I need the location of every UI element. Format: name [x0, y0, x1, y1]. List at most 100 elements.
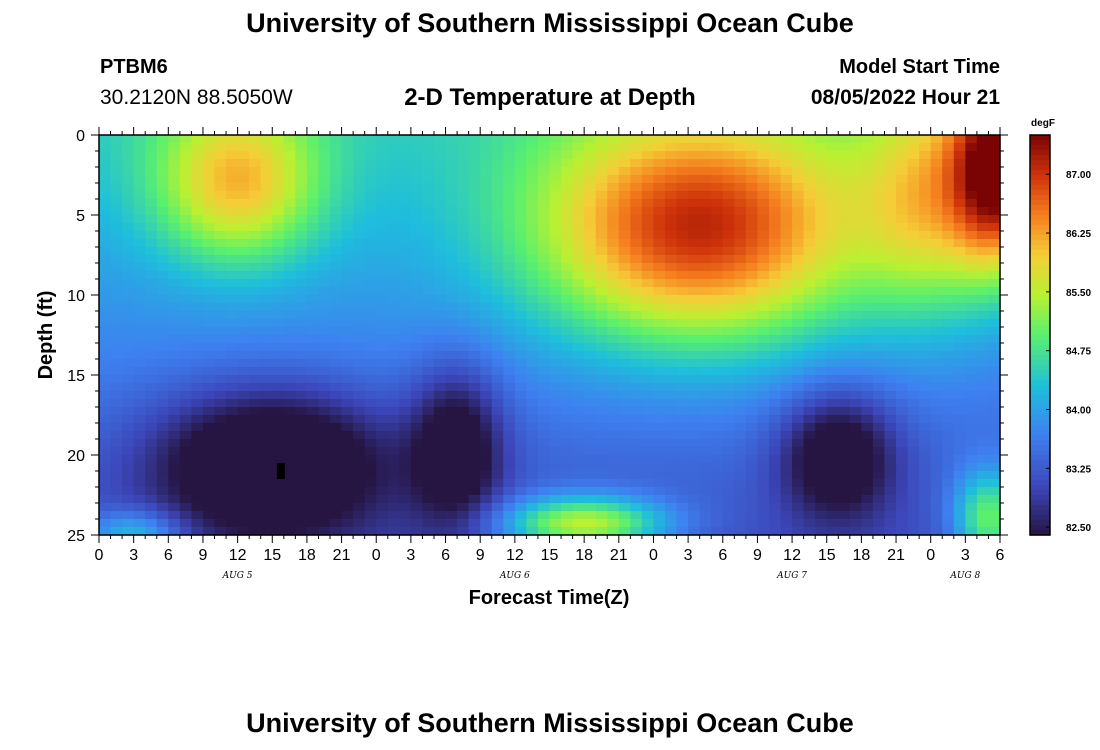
- heatmap-cell: [549, 343, 562, 352]
- heatmap-cell: [99, 407, 112, 416]
- heatmap-cell: [387, 311, 400, 320]
- heatmap-cell: [226, 167, 239, 176]
- heatmap-cell: [780, 319, 793, 328]
- heatmap-cell: [584, 495, 597, 504]
- heatmap-cell: [514, 231, 527, 240]
- heatmap-cell: [214, 367, 227, 376]
- heatmap-cell: [399, 447, 412, 456]
- heatmap-cell: [896, 527, 909, 536]
- heatmap-cell: [283, 207, 296, 216]
- heatmap-cell: [433, 383, 447, 392]
- heatmap-cell: [815, 343, 828, 352]
- heatmap-cell: [122, 415, 135, 424]
- heatmap-cell: [122, 367, 135, 376]
- heatmap-cell: [387, 247, 400, 256]
- heatmap-cell: [630, 247, 643, 256]
- colorbar-swatch: [1030, 270, 1050, 276]
- heatmap-cell: [433, 239, 447, 248]
- heatmap-cell: [792, 495, 805, 504]
- heatmap-cell: [618, 367, 631, 376]
- heatmap-cell: [376, 511, 389, 520]
- heatmap-cell: [249, 303, 262, 312]
- colorbar-swatch: [1030, 490, 1050, 496]
- heatmap-cell: [734, 167, 747, 176]
- heatmap-cell: [745, 503, 759, 512]
- heatmap-cell: [364, 527, 377, 536]
- heatmap-cell: [433, 135, 447, 144]
- heatmap-cell: [202, 391, 216, 400]
- heatmap-cell: [919, 399, 932, 408]
- heatmap-cell: [595, 247, 608, 256]
- heatmap-cell: [641, 247, 655, 256]
- heatmap-cell: [110, 215, 123, 224]
- heatmap-cell: [168, 255, 181, 264]
- heatmap-cell: [179, 135, 193, 144]
- heatmap-cell: [387, 495, 400, 504]
- heatmap-cell: [792, 175, 805, 184]
- heatmap-cell: [630, 295, 643, 304]
- heatmap-cell: [491, 143, 504, 152]
- heatmap-cell: [630, 303, 643, 312]
- heatmap-cell: [768, 447, 782, 456]
- heatmap-cell: [942, 479, 955, 488]
- heatmap-cell: [156, 415, 169, 424]
- heatmap-cell: [122, 391, 135, 400]
- heatmap-cell: [561, 391, 574, 400]
- heatmap-cell: [537, 351, 551, 360]
- heatmap-cell: [133, 303, 146, 312]
- heatmap-cell: [976, 383, 990, 392]
- heatmap-cell: [561, 295, 574, 304]
- heatmap-cell: [445, 407, 458, 416]
- heatmap-cell: [122, 223, 135, 232]
- heatmap-cell: [191, 135, 204, 144]
- heatmap-cell: [907, 527, 920, 536]
- heatmap-cell: [757, 407, 770, 416]
- heatmap-cell: [122, 215, 135, 224]
- heatmap-cell: [722, 199, 735, 208]
- heatmap-cell: [976, 415, 990, 424]
- heatmap-cell: [99, 399, 112, 408]
- heatmap-cell: [445, 391, 458, 400]
- heatmap-cell: [584, 215, 597, 224]
- heatmap-cell: [976, 439, 990, 448]
- heatmap-cell: [202, 167, 216, 176]
- heatmap-cell: [595, 183, 608, 192]
- heatmap-cell: [156, 527, 169, 536]
- heatmap-cell: [745, 223, 759, 232]
- colorbar-swatch: [1030, 230, 1050, 236]
- heatmap-cell: [930, 327, 943, 336]
- heatmap-cell: [237, 191, 250, 200]
- heatmap-cell: [122, 343, 135, 352]
- heatmap-cell: [676, 343, 689, 352]
- heatmap-cell: [226, 215, 239, 224]
- heatmap-cell: [249, 383, 262, 392]
- heatmap-cell: [722, 367, 735, 376]
- heatmap-cell: [549, 503, 562, 512]
- heatmap-cell: [249, 175, 262, 184]
- heatmap-cell: [676, 487, 689, 496]
- heatmap-cell: [861, 391, 874, 400]
- heatmap-cell: [168, 415, 181, 424]
- heatmap-cell: [849, 455, 862, 464]
- heatmap-cell: [353, 503, 366, 512]
- heatmap-cell: [861, 303, 874, 312]
- heatmap-cell: [341, 495, 354, 504]
- heatmap-cell: [457, 359, 470, 368]
- heatmap-cell: [526, 263, 539, 272]
- heatmap-cell: [179, 159, 193, 168]
- heatmap-cell: [306, 295, 320, 304]
- heatmap-cell: [976, 455, 990, 464]
- heatmap-cell: [884, 159, 897, 168]
- heatmap-cell: [988, 447, 1001, 456]
- heatmap-cell: [249, 471, 262, 480]
- heatmap-cell: [919, 487, 932, 496]
- heatmap-cell: [214, 135, 227, 144]
- heatmap-cell: [330, 151, 343, 160]
- heatmap-cell: [156, 519, 169, 528]
- heatmap-cell: [630, 391, 643, 400]
- heatmap-cell: [214, 239, 227, 248]
- heatmap-cell: [422, 359, 435, 368]
- heatmap-cell: [803, 175, 816, 184]
- heatmap-cell: [202, 351, 216, 360]
- heatmap-cell: [237, 439, 250, 448]
